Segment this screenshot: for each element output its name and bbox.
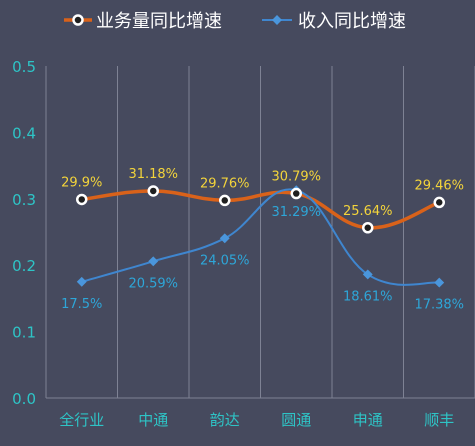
y-tick-label: 0.5 — [12, 58, 36, 76]
x-tick-label: 中通 — [138, 411, 168, 429]
x-tick-label: 申通 — [353, 411, 383, 429]
y-tick-label: 0.2 — [12, 257, 36, 275]
marker-series-1 — [290, 187, 302, 200]
marker-series-2 — [148, 256, 159, 267]
y-tick-label: 0.0 — [12, 390, 36, 408]
data-label-series-1: 29.9% — [61, 175, 102, 190]
legend-marker-series-1 — [72, 14, 84, 26]
data-label-series-2: 17.38% — [414, 298, 464, 313]
x-tick-label: 韵达 — [210, 411, 240, 429]
x-axis: 全行业 中通 韵达 圆通 申通 顺丰 — [59, 411, 454, 429]
marker-series-2 — [219, 233, 230, 244]
marker-series-1 — [433, 196, 445, 209]
x-tick-label: 全行业 — [59, 411, 104, 429]
data-label-series-1: 31.18% — [128, 167, 178, 182]
data-label-series-2: 17.5% — [61, 297, 102, 312]
marker-series-1 — [76, 193, 88, 206]
data-label-series-2: 24.05% — [200, 253, 250, 268]
y-tick-label: 0.1 — [12, 324, 36, 342]
data-label-series-2: 31.29% — [271, 205, 321, 220]
legend-label-series-2: 收入同比增速 — [298, 11, 406, 32]
data-label-series-1: 25.64% — [343, 204, 393, 219]
data-label-series-1: 29.46% — [414, 178, 464, 193]
marker-series-2 — [434, 277, 445, 288]
data-label-series-2: 20.59% — [128, 276, 178, 291]
data-label-series-2: 18.61% — [343, 289, 393, 304]
marker-series-1 — [219, 194, 231, 207]
y-tick-label: 0.3 — [12, 191, 36, 209]
x-tick-label: 圆通 — [281, 411, 311, 429]
marker-series-1 — [147, 185, 159, 197]
legend-label-series-1: 业务量同比增速 — [96, 11, 222, 32]
data-label-series-1: 30.79% — [271, 170, 321, 185]
y-axis: 0.0 0.1 0.2 0.3 0.4 0.5 — [12, 58, 36, 408]
data-label-series-1: 29.76% — [200, 176, 250, 191]
y-tick-label: 0.4 — [12, 124, 36, 142]
marker-series-1 — [362, 222, 374, 234]
x-tick-label: 顺丰 — [424, 411, 454, 429]
marker-series-2 — [362, 269, 373, 280]
line-series-1 — [81, 189, 440, 230]
grid — [45, 66, 475, 399]
data-labels: 29.9% 31.18% 29.76% 30.79% 25.64% 29.46% 17.5%… — [61, 167, 464, 313]
